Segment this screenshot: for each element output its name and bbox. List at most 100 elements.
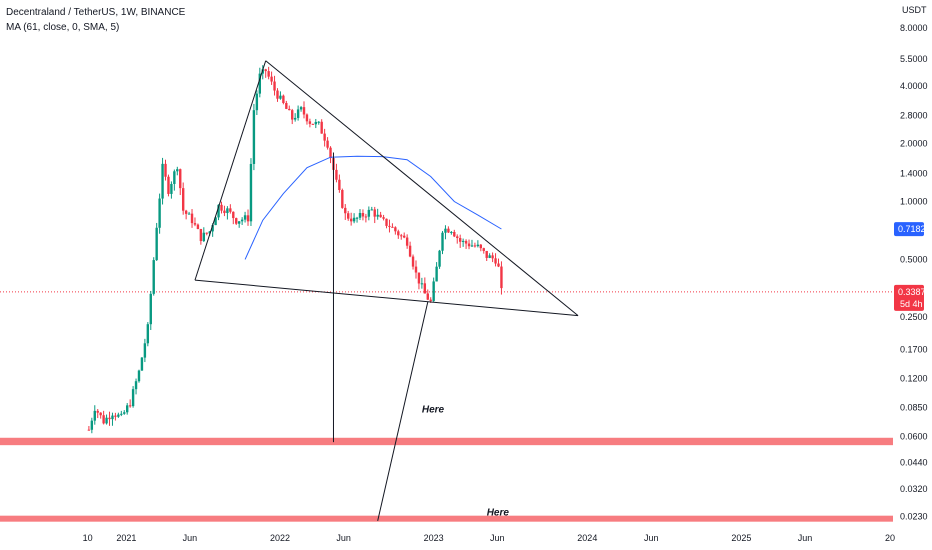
candle-body [476, 244, 480, 247]
candle-body [237, 221, 241, 224]
trend-line-3 [194, 279, 579, 317]
candle-body [176, 169, 179, 172]
candle-body [373, 209, 376, 217]
candle-body [267, 71, 270, 77]
candle-body [429, 299, 432, 301]
ma-value-label: 0.7182 [898, 224, 926, 234]
x-tick-label: 20 [885, 533, 895, 543]
candle-body [96, 410, 99, 413]
candle-body [164, 163, 167, 177]
candle-body [105, 417, 108, 424]
candle-body [155, 227, 158, 261]
candle-body [299, 107, 303, 110]
candle-body [349, 218, 353, 222]
candles [87, 65, 503, 434]
x-tick-label: 2023 [424, 533, 444, 543]
candle-body [405, 237, 409, 246]
candle-body [120, 413, 123, 415]
candle-body [461, 240, 465, 242]
candle-body [450, 231, 453, 233]
time-axis: 10 2021 Jun 2022 Jun 2023 Jun 2024 Jun 2025 Jun 20 [83, 533, 895, 543]
candle-body [352, 217, 356, 222]
candle-body [347, 213, 350, 219]
candle-body [320, 121, 323, 134]
y-tick-label: 0.1200 [900, 374, 928, 384]
candle-body [458, 238, 462, 242]
candle-body [382, 217, 385, 219]
y-tick-label: 0.5000 [900, 254, 928, 264]
candle-body [235, 218, 238, 224]
candle-body [114, 415, 117, 417]
candle-body [229, 208, 232, 212]
candle-body [323, 133, 326, 141]
x-tick-label: Jun [644, 533, 659, 543]
candle-body [152, 260, 155, 294]
candle-body [305, 114, 309, 122]
ma-value-badge [894, 222, 924, 237]
candle-body [370, 209, 373, 211]
trend-line-1 [194, 60, 267, 281]
price-axis: USDT 8.0000 5.5000 4.0000 2.8000 2.0000 1.4000… [894, 5, 928, 521]
candle-body [314, 121, 317, 125]
y-tick-label: 8.0000 [900, 23, 928, 33]
candle-body [453, 231, 456, 237]
candle-body [329, 147, 332, 159]
candle-body [326, 140, 329, 148]
candle-body [432, 281, 435, 301]
y-tick-label: 0.0600 [900, 431, 928, 441]
candle-body [190, 213, 194, 224]
y-tick-label: 1.4000 [900, 168, 928, 178]
candle-body [87, 429, 91, 431]
candle-body [479, 244, 483, 249]
candle-body [102, 415, 105, 424]
candle-body [205, 232, 208, 234]
candle-body [473, 245, 477, 247]
y-tick-label: 2.8000 [900, 111, 928, 121]
current-price-label: 0.3387 [898, 287, 926, 297]
candle-body [193, 223, 197, 225]
candle-body [482, 248, 485, 251]
candle-body [202, 232, 206, 242]
y-tick-label: 0.1700 [900, 344, 928, 354]
candle-body [335, 169, 338, 180]
candle-body [296, 109, 300, 118]
candle-body [137, 370, 141, 382]
candle-body [243, 215, 247, 220]
candle-body [293, 117, 297, 120]
candle-body [411, 256, 415, 267]
candle-body [497, 263, 500, 267]
candle-body [187, 213, 191, 215]
candle-body [367, 209, 371, 217]
candle-body [364, 216, 368, 218]
candle-body [170, 183, 173, 194]
candle-body [264, 69, 267, 72]
candle-body [123, 412, 126, 414]
candle-body [402, 235, 406, 238]
candle-body [394, 227, 397, 232]
x-tick-label: 2024 [577, 533, 597, 543]
candle-body [423, 283, 427, 294]
candle-body [441, 232, 444, 251]
candle-body [252, 110, 256, 164]
countdown-label: 5d 4h [900, 299, 923, 309]
candle-body [408, 245, 412, 257]
y-tick-label: 2.0000 [900, 139, 928, 149]
candle-body [355, 217, 359, 219]
candle-body [447, 228, 450, 233]
candle-body [488, 255, 491, 258]
candle-body [417, 272, 421, 284]
candle-body [341, 189, 344, 208]
candle-body [184, 210, 188, 214]
candle-body [134, 381, 138, 390]
y-tick-label: 0.0320 [900, 484, 928, 494]
x-tick-label: 2021 [116, 533, 136, 543]
candle-body [270, 76, 273, 82]
candle-body [456, 236, 459, 239]
candle-body [146, 324, 150, 344]
support-zone-1 [0, 437, 893, 446]
candle-body [391, 226, 394, 228]
x-tick-label: Jun [183, 533, 198, 543]
candle-body [181, 188, 185, 211]
